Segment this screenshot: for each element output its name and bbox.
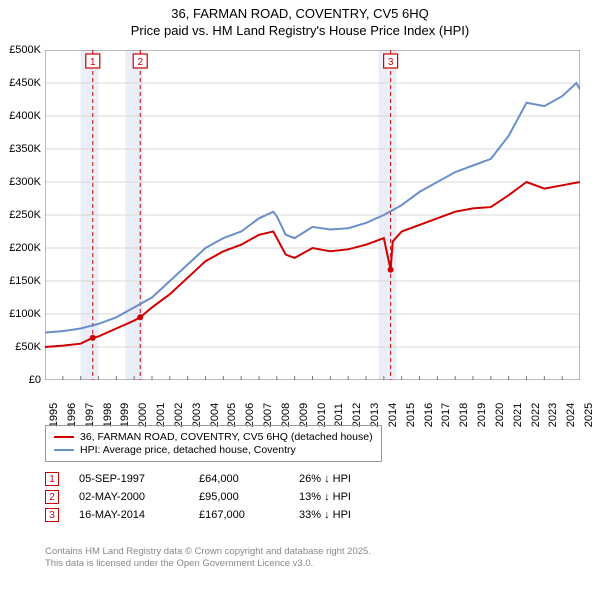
x-tick-label: 2020 [494, 403, 506, 427]
x-tick-label: 2021 [512, 403, 524, 427]
x-tick-label: 2019 [476, 403, 488, 427]
transaction-marker: 1 [45, 472, 59, 486]
x-axis-labels: 1995199619971998199920002001200220032004… [45, 383, 580, 423]
x-tick-label: 1999 [119, 403, 131, 427]
legend-item: 36, FARMAN ROAD, COVENTRY, CV5 6HQ (deta… [54, 431, 373, 443]
x-tick-label: 2023 [547, 403, 559, 427]
footer-line2: This data is licensed under the Open Gov… [45, 558, 371, 570]
transaction-row: 2 02-MAY-2000£95,00013% ↓ HPI [45, 490, 399, 504]
y-axis-labels: £0£50K£100K£150K£200K£250K£300K£350K£400… [0, 50, 43, 380]
x-tick-label: 1996 [66, 403, 78, 427]
x-tick-label: 2011 [333, 403, 345, 427]
y-tick-label: £200K [9, 242, 41, 254]
y-tick-label: £500K [9, 44, 41, 56]
x-tick-label: 2014 [387, 403, 399, 427]
legend-swatch [54, 436, 74, 438]
transaction-price: £167,000 [199, 509, 299, 521]
transactions-table: 1 05-SEP-1997£64,00026% ↓ HPI 2 02-MAY-2000… [45, 468, 399, 526]
x-tick-label: 2008 [280, 403, 292, 427]
transaction-date: 02-MAY-2000 [79, 491, 199, 503]
legend-label: HPI: Average price, detached house, Cove… [80, 444, 296, 456]
chart-title-block: 36, FARMAN ROAD, COVENTRY, CV5 6HQ Price… [0, 0, 600, 38]
x-tick-label: 2010 [316, 403, 328, 427]
chart-svg: 1 2 3 [45, 50, 580, 380]
footer-attribution: Contains HM Land Registry data © Crown c… [45, 546, 371, 571]
y-tick-label: £100K [9, 308, 41, 320]
transaction-marker: 2 [45, 490, 59, 504]
x-tick-label: 2007 [262, 403, 274, 427]
legend-item: HPI: Average price, detached house, Cove… [54, 444, 373, 456]
title-address: 36, FARMAN ROAD, COVENTRY, CV5 6HQ [0, 6, 600, 21]
footer-line1: Contains HM Land Registry data © Crown c… [45, 546, 371, 558]
x-tick-label: 2022 [530, 403, 542, 427]
y-tick-label: £50K [15, 341, 41, 353]
legend-box: 36, FARMAN ROAD, COVENTRY, CV5 6HQ (deta… [45, 425, 382, 462]
x-tick-label: 2012 [351, 403, 363, 427]
y-tick-label: £450K [9, 77, 41, 89]
x-tick-label: 2024 [565, 403, 577, 427]
x-tick-label: 2000 [137, 403, 149, 427]
transaction-date: 05-SEP-1997 [79, 473, 199, 485]
y-tick-label: £400K [9, 110, 41, 122]
transaction-price: £95,000 [199, 491, 299, 503]
y-tick-label: £0 [29, 374, 41, 386]
x-tick-label: 2017 [440, 403, 452, 427]
x-tick-label: 2025 [583, 403, 595, 427]
x-tick-label: 2002 [173, 403, 185, 427]
transaction-delta: 26% ↓ HPI [299, 473, 399, 485]
x-tick-label: 2003 [191, 403, 203, 427]
y-tick-label: £150K [9, 275, 41, 287]
y-tick-label: £300K [9, 176, 41, 188]
x-tick-label: 1998 [102, 403, 114, 427]
x-tick-label: 2013 [369, 403, 381, 427]
x-tick-label: 2004 [209, 403, 221, 427]
transaction-price: £64,000 [199, 473, 299, 485]
svg-text:1: 1 [90, 57, 96, 68]
x-tick-label: 1997 [84, 403, 96, 427]
transaction-delta: 13% ↓ HPI [299, 491, 399, 503]
x-tick-label: 2016 [423, 403, 435, 427]
x-tick-label: 1995 [48, 403, 60, 427]
transaction-row: 1 05-SEP-1997£64,00026% ↓ HPI [45, 472, 399, 486]
svg-text:2: 2 [137, 57, 143, 68]
transaction-marker: 3 [45, 508, 59, 522]
chart-plot-area: 1 2 3 [45, 50, 580, 380]
x-tick-label: 2006 [244, 403, 256, 427]
transaction-delta: 33% ↓ HPI [299, 509, 399, 521]
legend-swatch [54, 449, 74, 451]
x-tick-label: 2018 [458, 403, 470, 427]
transaction-row: 3 16-MAY-2014£167,00033% ↓ HPI [45, 508, 399, 522]
x-tick-label: 2009 [298, 403, 310, 427]
x-tick-label: 2015 [405, 403, 417, 427]
x-tick-label: 2005 [226, 403, 238, 427]
svg-text:3: 3 [388, 57, 394, 68]
page-root: 36, FARMAN ROAD, COVENTRY, CV5 6HQ Price… [0, 0, 600, 590]
y-tick-label: £250K [9, 209, 41, 221]
x-tick-label: 2001 [155, 403, 167, 427]
legend-label: 36, FARMAN ROAD, COVENTRY, CV5 6HQ (deta… [80, 431, 373, 443]
transaction-date: 16-MAY-2014 [79, 509, 199, 521]
title-subtitle: Price paid vs. HM Land Registry's House … [0, 23, 600, 38]
y-tick-label: £350K [9, 143, 41, 155]
